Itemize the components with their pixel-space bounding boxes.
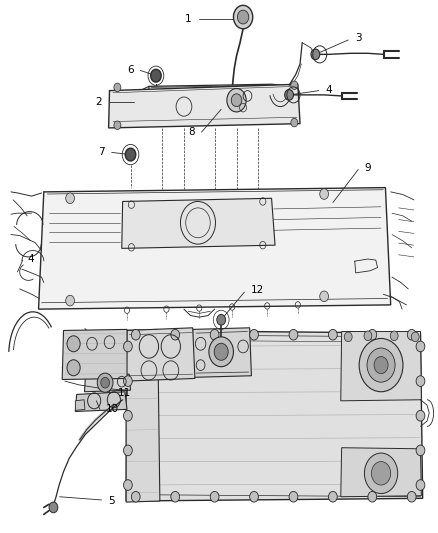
Text: 4: 4 [325,85,332,94]
Polygon shape [109,84,300,128]
Polygon shape [126,329,160,502]
Circle shape [289,329,298,340]
Circle shape [217,314,226,325]
Circle shape [250,329,258,340]
Polygon shape [122,198,275,248]
Text: 10: 10 [106,405,119,414]
Text: 6: 6 [127,66,134,75]
Circle shape [171,329,180,340]
Circle shape [49,502,58,513]
Circle shape [416,410,425,421]
Circle shape [124,480,132,490]
Circle shape [209,337,233,367]
Circle shape [125,148,136,161]
Circle shape [66,193,74,204]
Text: 7: 7 [99,147,105,157]
Circle shape [407,491,416,502]
Circle shape [364,453,398,494]
Circle shape [320,189,328,199]
Circle shape [291,118,298,127]
Text: 11: 11 [117,389,131,398]
Circle shape [151,69,161,82]
Circle shape [285,90,293,100]
Circle shape [416,341,425,352]
Circle shape [227,88,246,112]
Text: 3: 3 [356,34,362,43]
Circle shape [231,94,242,107]
Circle shape [237,10,249,24]
Circle shape [124,341,132,352]
Circle shape [371,462,391,485]
Circle shape [214,343,228,360]
Polygon shape [62,329,127,379]
Circle shape [124,376,132,386]
Text: 12: 12 [251,286,264,295]
Circle shape [311,49,320,60]
Circle shape [364,331,372,341]
Text: 9: 9 [364,163,371,173]
Circle shape [328,329,337,340]
Circle shape [250,491,258,502]
Circle shape [374,357,388,374]
Circle shape [233,5,253,29]
Circle shape [114,83,121,92]
Polygon shape [126,328,195,381]
Circle shape [367,348,395,382]
Circle shape [67,360,80,376]
Circle shape [416,445,425,456]
Circle shape [416,480,425,490]
Polygon shape [126,330,423,501]
Circle shape [210,329,219,340]
Circle shape [320,291,328,302]
Circle shape [97,373,113,392]
Circle shape [328,491,337,502]
Polygon shape [75,392,127,411]
Circle shape [66,295,74,306]
Circle shape [291,81,298,90]
Circle shape [368,491,377,502]
Circle shape [210,491,219,502]
Polygon shape [341,448,421,497]
Text: 2: 2 [95,98,102,107]
Circle shape [368,329,377,340]
Circle shape [411,332,419,342]
Text: 5: 5 [109,496,115,506]
Text: 1: 1 [185,14,192,24]
Circle shape [101,377,110,388]
Circle shape [171,491,180,502]
Text: 8: 8 [189,127,195,137]
Circle shape [289,491,298,502]
Circle shape [114,121,121,130]
Polygon shape [149,84,293,116]
Circle shape [359,338,403,392]
Circle shape [416,376,425,386]
Polygon shape [341,332,421,401]
Polygon shape [85,374,131,392]
Text: 4: 4 [27,254,34,263]
Circle shape [407,329,416,340]
Circle shape [124,445,132,456]
Polygon shape [192,328,251,377]
Circle shape [67,336,80,352]
Circle shape [131,329,140,340]
Circle shape [131,491,140,502]
Circle shape [390,331,398,341]
Polygon shape [75,400,85,410]
Circle shape [344,332,352,342]
Polygon shape [39,188,391,309]
Circle shape [124,410,132,421]
